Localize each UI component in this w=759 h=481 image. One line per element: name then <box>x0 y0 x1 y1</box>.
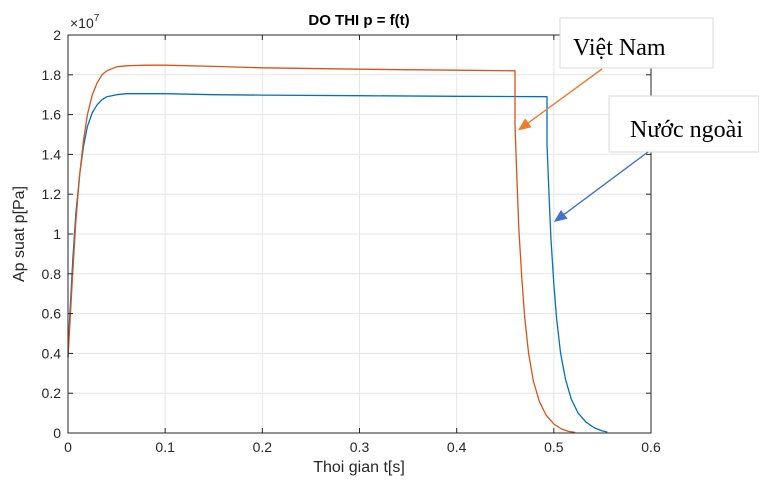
callout-text-vietnam: Việt Nam <box>573 35 666 61</box>
y-multiplier: ×107 <box>70 13 100 31</box>
y-tick-label: 1.8 <box>42 67 62 83</box>
y-multiplier-exponent: 7 <box>94 13 100 24</box>
annotation-arrowhead-1 <box>517 118 532 131</box>
y-tick-label: 0.4 <box>42 345 62 361</box>
callout-box-foreign <box>608 95 759 153</box>
y-multiplier-base: ×10 <box>70 15 94 31</box>
y-tick-label: 0.2 <box>42 385 62 401</box>
x-tick-label: 0.2 <box>253 439 273 455</box>
y-tick-label: 1 <box>53 226 61 242</box>
series-group <box>67 64 608 434</box>
x-axis-label: Thoi gian t[s] <box>313 459 405 476</box>
x-tick-label: 0.3 <box>350 439 370 455</box>
y-axis-label: Ap suat p[Pa] <box>11 186 28 282</box>
series-line-1 <box>67 93 608 433</box>
y-tick-label: 0 <box>53 425 61 441</box>
y-tick-label: 1.6 <box>42 107 62 123</box>
x-tick-label: 0.6 <box>641 439 661 455</box>
annotations: Việt Nam Nước ngoài <box>517 17 759 223</box>
x-axis-ticks: 0 0.1 0.2 0.3 0.4 0.5 0.6 <box>64 35 661 455</box>
annotation-arrow-2 <box>563 151 649 215</box>
annotation-arrowhead-2 <box>553 209 568 223</box>
x-tick-label: 0.4 <box>447 439 467 455</box>
y-tick-label: 0.8 <box>42 266 62 282</box>
x-tick-label: 0.5 <box>544 439 564 455</box>
callout-text-foreign: Nước ngoài <box>630 117 743 143</box>
chart-title: DO THI p = f(t) <box>308 12 409 29</box>
series-line-2 <box>67 64 576 434</box>
y-tick-label: 0.6 <box>42 306 62 322</box>
x-tick-label: 0 <box>64 439 72 455</box>
y-tick-label: 1.4 <box>42 146 62 162</box>
annotation-arrow-1 <box>527 68 603 124</box>
callout-box-vietnam <box>559 17 714 69</box>
y-tick-label: 1.2 <box>42 186 62 202</box>
x-tick-label: 0.1 <box>155 439 175 455</box>
y-tick-label: 2 <box>53 27 61 43</box>
y-axis-ticks: 0 0.2 0.4 0.6 0.8 1 1.2 1.4 1.6 1.8 2 <box>42 27 651 441</box>
